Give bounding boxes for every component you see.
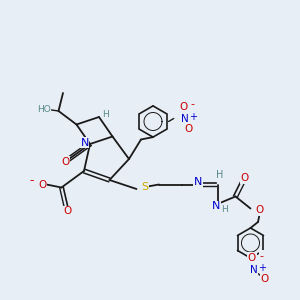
Text: HO: HO [37, 105, 50, 114]
Text: N: N [80, 137, 89, 148]
Text: +: + [259, 262, 266, 273]
Text: -: - [30, 174, 34, 188]
Text: +: + [190, 112, 197, 122]
Text: H: H [222, 205, 228, 214]
Text: -: - [190, 99, 195, 110]
Text: O: O [248, 253, 256, 263]
Text: N: N [194, 177, 202, 187]
Text: N: N [181, 113, 189, 124]
Text: N: N [212, 201, 220, 212]
Text: O: O [255, 205, 263, 215]
Text: O: O [261, 274, 269, 284]
Text: O: O [63, 206, 72, 217]
Text: O: O [38, 179, 46, 190]
Text: O: O [184, 124, 192, 134]
Text: H: H [102, 110, 109, 118]
Text: -: - [260, 250, 264, 261]
Text: H: H [216, 170, 224, 181]
Text: N: N [250, 265, 257, 275]
Text: S: S [141, 182, 148, 193]
Text: O: O [61, 157, 70, 167]
Text: O: O [179, 102, 188, 112]
Text: O: O [240, 173, 249, 183]
